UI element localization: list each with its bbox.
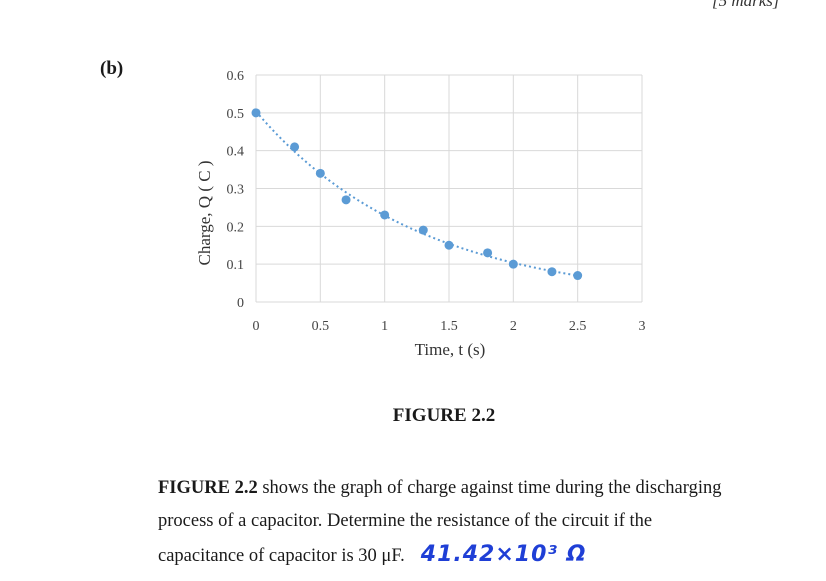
x-tick-label: 0 <box>253 319 260 334</box>
data-point <box>444 240 454 250</box>
y-tick-label: 0.6 <box>227 69 245 84</box>
data-point <box>380 210 390 220</box>
data-points <box>251 108 583 281</box>
question-line-1-text: shows the graph of charge against time d… <box>257 478 722 498</box>
data-point <box>573 271 583 281</box>
question-line-3-text: capacitance of capacitor is 30 μF. <box>158 546 405 566</box>
exponential-trendline <box>255 110 578 277</box>
figure-reference: FIGURE 2.2 <box>158 478 258 498</box>
data-point <box>547 267 557 277</box>
x-tick-labels: 0 0.5 1 1.5 2 2.5 3 <box>253 319 646 334</box>
x-tick-label: 1.5 <box>440 319 458 334</box>
question-text: FIGURE 2.2 shows the graph of charge aga… <box>158 472 798 573</box>
data-point <box>341 195 351 205</box>
y-tick-label: 0.5 <box>227 107 245 122</box>
y-tick-label: 0 <box>237 296 244 311</box>
data-point <box>483 248 493 258</box>
x-tick-label: 3 <box>639 319 646 334</box>
handwritten-answer: 41.42×10³ Ω <box>420 542 587 567</box>
part-label: (b) <box>100 58 124 79</box>
question-line-1: FIGURE 2.2 shows the graph of charge aga… <box>158 472 798 505</box>
y-tick-label: 0.4 <box>227 145 245 160</box>
x-tick-label: 1 <box>381 319 388 334</box>
x-tick-label: 2 <box>510 319 517 334</box>
y-tick-labels: 0 0.1 0.2 0.3 0.4 0.5 0.6 <box>227 69 245 311</box>
data-point <box>290 142 300 152</box>
charge-time-chart: 0 0.1 0.2 0.3 0.4 0.5 0.6 0 0.5 1 1.5 2 2.5 3 Time, … <box>195 69 646 359</box>
x-tick-label: 0.5 <box>312 319 330 334</box>
y-tick-label: 0.3 <box>227 183 245 198</box>
data-point <box>508 259 518 269</box>
data-point <box>315 168 325 178</box>
y-tick-label: 0.2 <box>227 220 245 235</box>
x-tick-label: 2.5 <box>569 319 587 334</box>
y-tick-label: 0.1 <box>227 258 245 273</box>
chart-grid <box>255 74 643 303</box>
data-point <box>418 225 428 235</box>
marks-label: [5 marks] <box>712 0 780 10</box>
y-axis-label: Charge, Q ( C ) <box>195 161 214 266</box>
figure-caption: FIGURE 2.2 <box>392 405 496 426</box>
question-line-2: process of a capacitor. Determine the re… <box>158 511 653 531</box>
x-axis-label: Time, t (s) <box>415 340 486 359</box>
question-line-3: capacitance of capacitor is 30 μF. 41.42×… <box>158 538 798 573</box>
data-point <box>251 108 261 118</box>
